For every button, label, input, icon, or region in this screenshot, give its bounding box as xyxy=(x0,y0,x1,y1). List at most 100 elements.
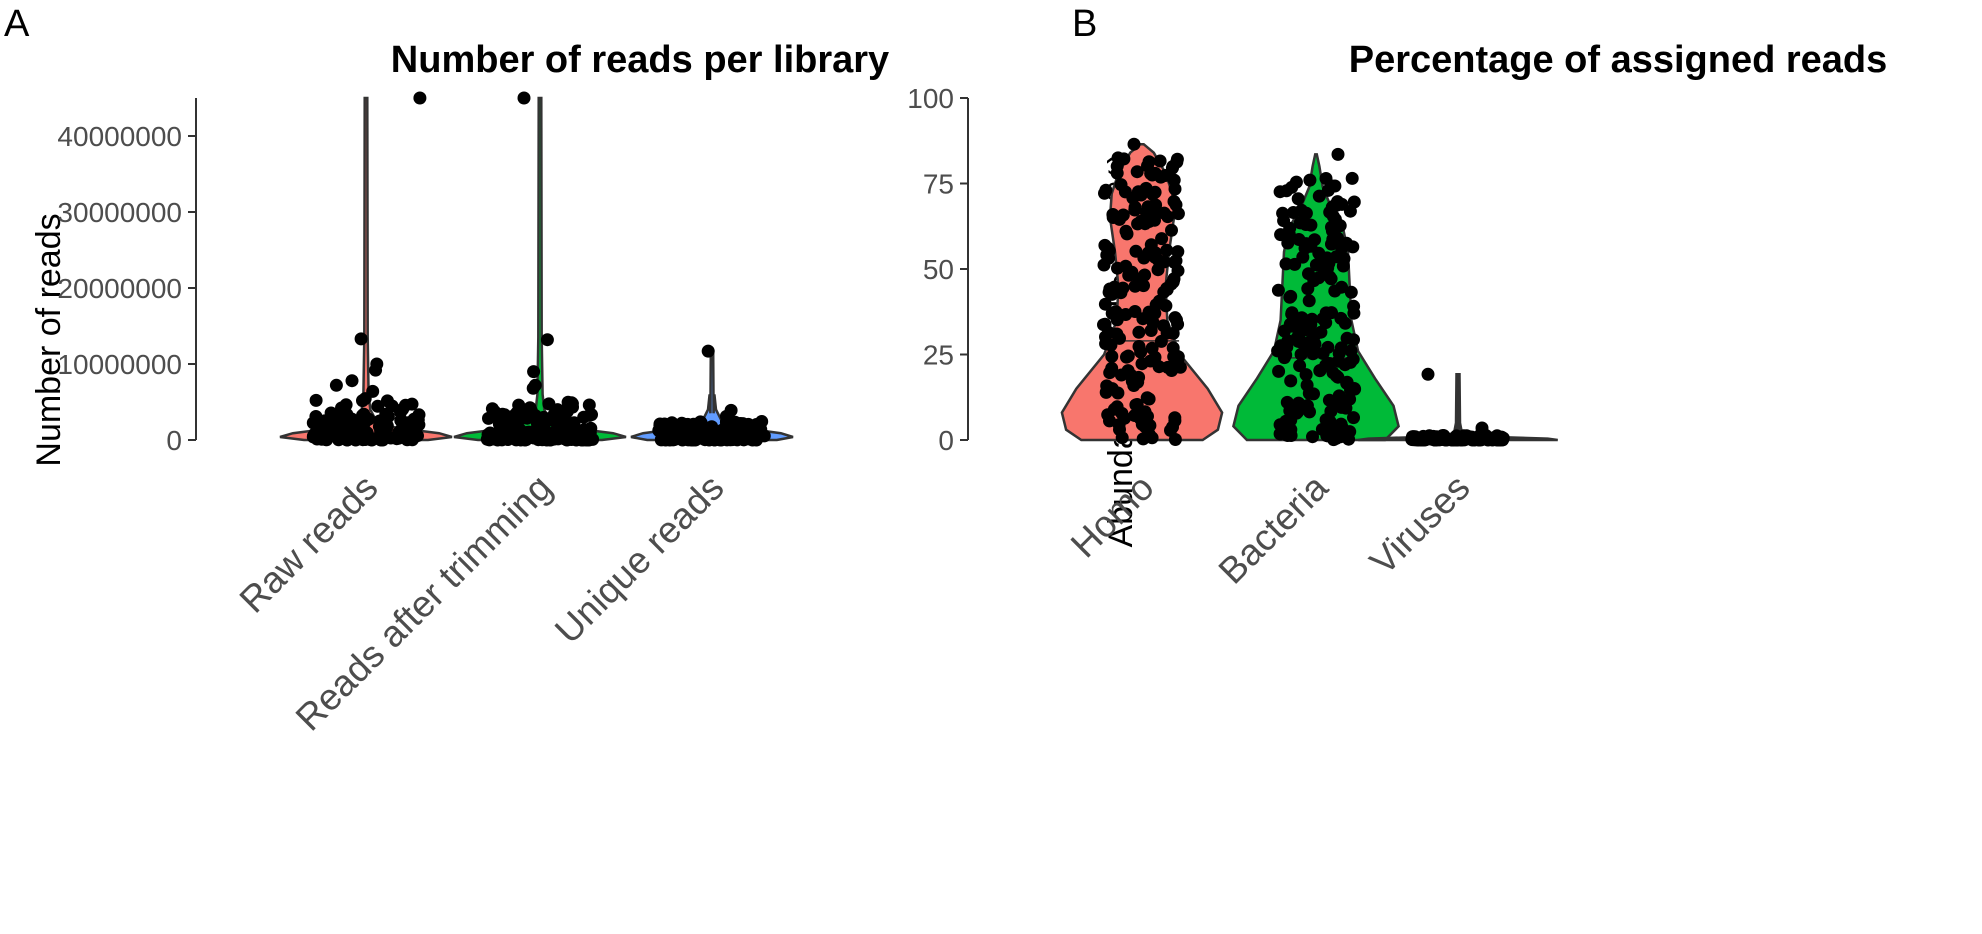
data-point xyxy=(487,430,501,443)
data-point xyxy=(1316,312,1330,326)
outlier-point xyxy=(527,365,541,379)
data-point xyxy=(318,421,332,435)
data-point xyxy=(1110,159,1124,173)
outlier-point xyxy=(1421,367,1435,381)
data-point xyxy=(1099,183,1113,197)
panel-b-y-axis: 0 25 50 75 100 xyxy=(907,83,969,456)
data-point xyxy=(1280,395,1294,409)
data-point xyxy=(330,410,344,424)
data-point xyxy=(1145,200,1159,214)
data-point xyxy=(1285,180,1299,194)
outlier-point xyxy=(719,409,733,423)
data-point xyxy=(1160,243,1174,257)
data-point xyxy=(1315,422,1329,436)
data-point xyxy=(1334,417,1348,431)
data-point xyxy=(371,399,385,413)
data-point xyxy=(340,433,354,447)
panel-b-y-tick-label: 0 xyxy=(938,425,954,456)
data-point xyxy=(1148,166,1162,180)
data-point xyxy=(1105,349,1119,363)
panel-a-y-tick-label: 30000000 xyxy=(57,197,182,228)
data-point xyxy=(1120,227,1134,241)
data-point xyxy=(1134,214,1148,228)
data-point xyxy=(1279,257,1293,271)
data-point xyxy=(1340,236,1353,250)
data-point xyxy=(555,429,569,443)
data-point xyxy=(1103,366,1117,380)
data-point xyxy=(656,433,670,447)
data-point xyxy=(1299,368,1313,382)
data-point xyxy=(1272,364,1286,378)
data-point xyxy=(1480,431,1494,445)
data-point xyxy=(1302,294,1316,308)
data-point xyxy=(1151,263,1165,277)
data-point xyxy=(1099,330,1112,344)
data-point xyxy=(1139,181,1153,195)
data-point xyxy=(1170,313,1183,327)
data-point xyxy=(1338,358,1352,372)
data-point xyxy=(1103,414,1116,428)
data-point xyxy=(1276,206,1290,220)
panel-b-letter: B xyxy=(1072,3,1097,45)
panel-b: B Percentage of assigned reads Abundance… xyxy=(907,3,1887,592)
data-point xyxy=(1304,239,1318,253)
data-point xyxy=(559,406,573,420)
data-point xyxy=(1321,340,1335,354)
data-point xyxy=(1314,325,1328,339)
outlier-point xyxy=(329,378,343,392)
data-point xyxy=(1292,233,1306,246)
data-point xyxy=(1304,218,1318,232)
data-point xyxy=(1345,171,1359,185)
outlier-point xyxy=(366,384,380,398)
panel-a: A Number of reads per library Number of … xyxy=(4,3,889,738)
data-point xyxy=(720,420,734,434)
data-point xyxy=(1149,298,1163,312)
data-point xyxy=(1284,423,1298,437)
data-point xyxy=(491,409,505,423)
data-point xyxy=(1291,192,1305,206)
outlier-point xyxy=(1331,147,1345,161)
data-point xyxy=(1454,432,1468,446)
data-point xyxy=(1142,392,1156,406)
data-point xyxy=(1136,312,1150,326)
data-point xyxy=(1322,256,1336,270)
data-point xyxy=(1166,341,1180,355)
data-point xyxy=(309,410,323,423)
data-point xyxy=(1145,431,1159,445)
data-point xyxy=(1115,431,1129,445)
data-point xyxy=(1114,368,1128,382)
data-point xyxy=(1271,283,1285,297)
data-point xyxy=(1170,155,1184,169)
data-point xyxy=(1334,400,1348,414)
data-point xyxy=(356,409,369,422)
data-point xyxy=(1157,319,1170,333)
data-point xyxy=(1295,203,1308,217)
data-point xyxy=(1343,204,1357,218)
panel-b-x-tick-labels: Homo Bacteria Viruses xyxy=(1063,466,1478,591)
data-point xyxy=(1132,370,1146,384)
data-point xyxy=(1107,402,1121,416)
data-point xyxy=(1330,198,1344,212)
panel-b-points xyxy=(1097,137,1510,447)
data-point xyxy=(564,418,578,431)
panel-b-x-tick-label: Viruses xyxy=(1362,467,1478,583)
data-point xyxy=(554,417,568,431)
data-point xyxy=(394,405,407,419)
data-point xyxy=(389,431,403,445)
data-point xyxy=(1155,232,1169,246)
panel-a-y-tick-label: 0 xyxy=(166,425,182,456)
data-point xyxy=(1344,285,1358,299)
data-point xyxy=(1167,195,1181,208)
data-point xyxy=(1111,386,1125,400)
data-point xyxy=(1135,357,1149,371)
data-point xyxy=(310,432,324,446)
data-point xyxy=(1420,432,1434,446)
data-point xyxy=(1306,430,1319,444)
data-point xyxy=(705,420,719,434)
data-point xyxy=(1328,179,1342,193)
data-point xyxy=(1130,165,1144,179)
data-point xyxy=(402,418,416,432)
data-point xyxy=(1159,299,1173,313)
data-point xyxy=(1328,212,1342,226)
data-point xyxy=(1145,210,1158,224)
